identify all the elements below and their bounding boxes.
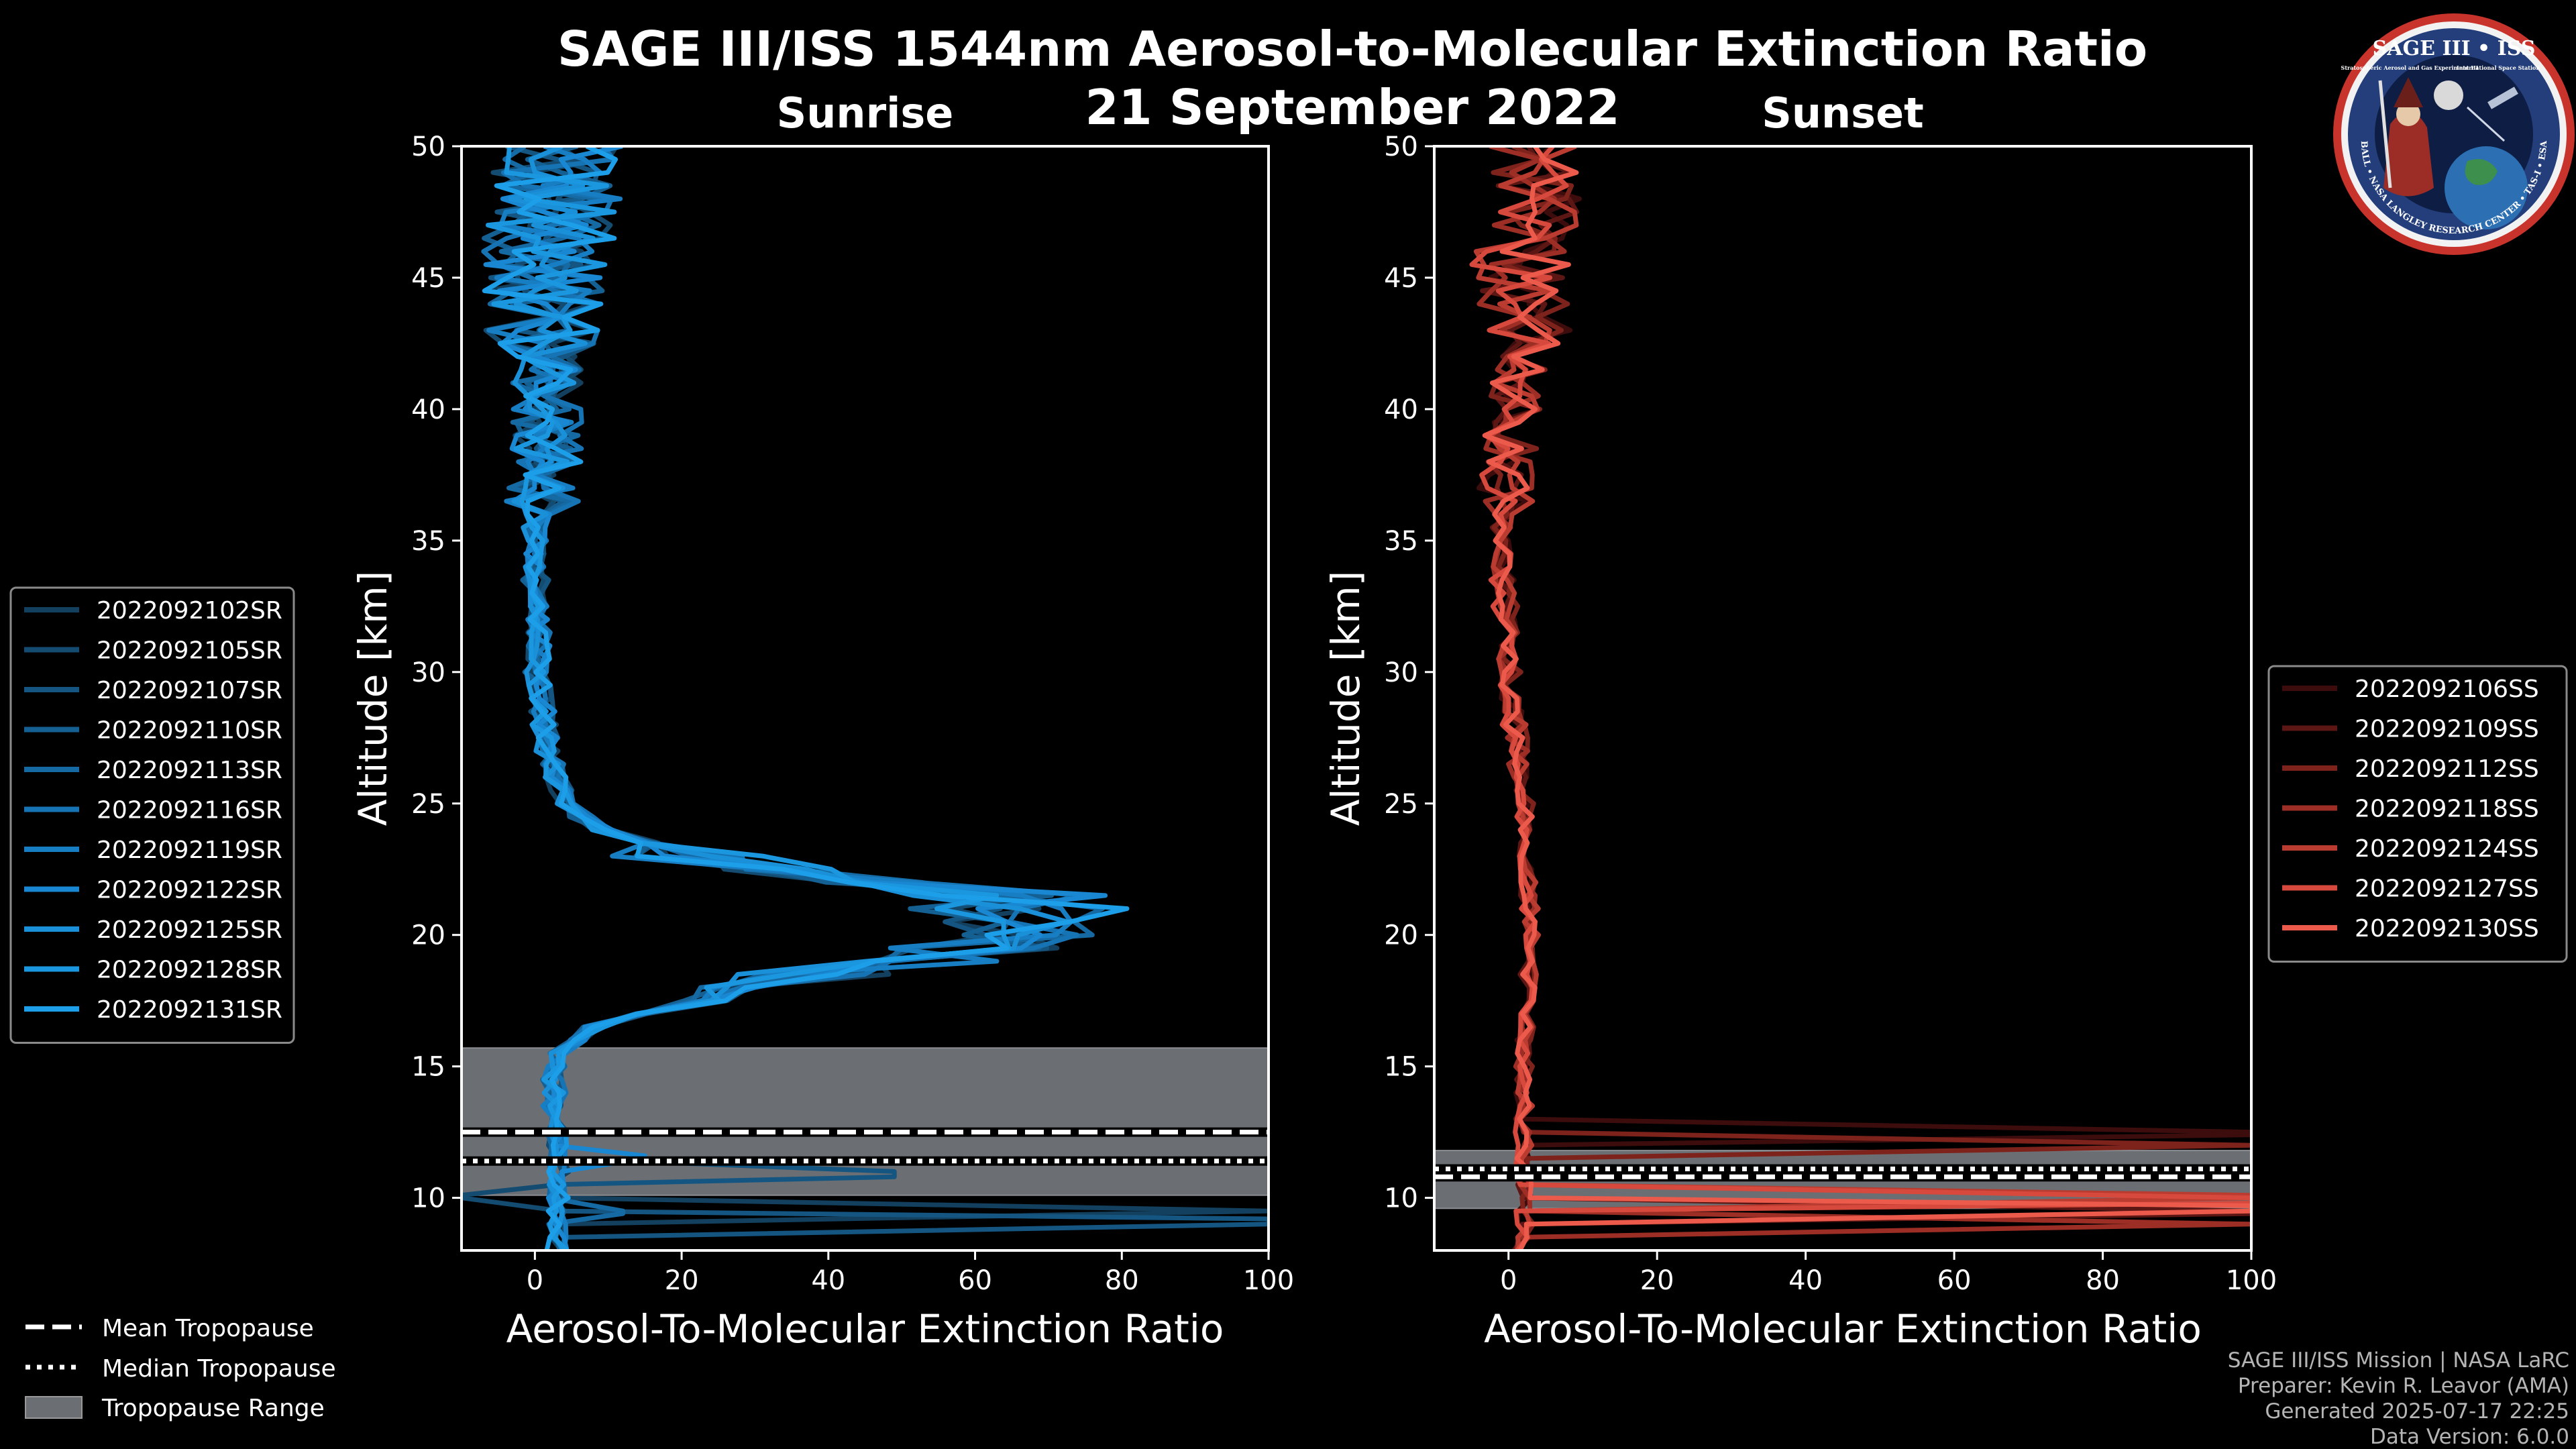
sunset-legend: 2022092106SS 2022092109SS 2022092112SS 2022… <box>2267 665 2568 963</box>
plot-area <box>1434 146 2251 1250</box>
logo-continent <box>2465 159 2498 185</box>
x-axis-label: Aerosol-To-Molecular Extinction Ratio <box>506 1306 1224 1352</box>
x-tick-label: 20 <box>1640 1265 1674 1296</box>
footer-generated: Generated 2025-07-17 22:25 <box>2265 1399 2569 1424</box>
median-tropopause-label: Median Tropopause <box>102 1355 336 1383</box>
tropopause-range-band <box>462 1047 1269 1196</box>
y-tick-label: 10 <box>1384 1183 1418 1214</box>
logo-wizard-hat <box>2394 77 2423 107</box>
x-tick-label: 100 <box>2226 1265 2277 1296</box>
legend-label-2022092109SS: 2022092109SS <box>2355 716 2539 743</box>
footer-preparer: Preparer: Kevin R. Leavor (AMA) <box>2238 1374 2569 1398</box>
legend-label-2022092124SS: 2022092124SS <box>2355 835 2539 863</box>
x-tick-label: 80 <box>2086 1265 2120 1296</box>
legend-box <box>2267 665 2568 963</box>
sunset-panel: 0 20 40 60 80 100 10 15 20 25 30 35 40 45 50 Sunset Aero… <box>1323 89 2277 1352</box>
legend-label-2022092116SR: 2022092116SR <box>97 797 282 824</box>
legend-label-2022092125SR: 2022092125SR <box>97 916 282 944</box>
y-tick-label: 25 <box>1384 789 1418 820</box>
series-line-2022092131SR <box>482 146 1130 1250</box>
x-tick-label: 0 <box>527 1265 543 1296</box>
legend-label-2022092107SR: 2022092107SR <box>97 677 282 704</box>
logo-moon <box>2434 80 2463 110</box>
series-line-2022092130SS <box>1482 146 2251 1250</box>
legend-label-2022092106SS: 2022092106SS <box>2355 676 2539 703</box>
y-tick-label: 40 <box>411 394 445 425</box>
legend-label-2022092127SS: 2022092127SS <box>2355 875 2539 903</box>
x-tick-label: 60 <box>1937 1265 1972 1296</box>
plot-frame <box>1433 145 2253 1252</box>
logo-iss <box>2487 87 2518 109</box>
tropopause-legend: Mean Tropopause Median Tropopause Tropop… <box>25 1315 336 1422</box>
x-tick-label: 80 <box>1105 1265 1139 1296</box>
legend-label-2022092113SR: 2022092113SR <box>97 757 282 784</box>
plot-content <box>462 146 1269 1250</box>
y-tick-label: 20 <box>411 920 445 951</box>
legend-label-2022092118SS: 2022092118SS <box>2355 796 2539 823</box>
legend-label-2022092122SR: 2022092122SR <box>97 877 282 904</box>
y-axis-label: Altitude [km] <box>1323 571 1368 826</box>
y-tick-label: 25 <box>411 789 445 820</box>
y-tick-label: 45 <box>1384 263 1418 294</box>
x-tick-label: 40 <box>1788 1265 1823 1296</box>
x-tick-label: 0 <box>1500 1265 1517 1296</box>
tropopause-range-label: Tropopause Range <box>101 1395 325 1422</box>
chart-title: SAGE III/ISS 1544nm Aerosol-to-Molecular… <box>557 21 2147 77</box>
x-tick-label: 20 <box>665 1265 699 1296</box>
legend-label-2022092119SR: 2022092119SR <box>97 837 282 864</box>
logo-beam <box>2466 106 2506 142</box>
y-tick-label: 30 <box>411 657 445 688</box>
y-tick-label: 15 <box>1384 1052 1418 1083</box>
y-tick-label: 35 <box>411 526 445 557</box>
legend-label-2022092112SS: 2022092112SS <box>2355 755 2539 783</box>
logo-title: SAGE III • ISS <box>2373 37 2536 60</box>
tropopause-range-swatch <box>25 1396 83 1419</box>
y-tick-label: 15 <box>411 1052 445 1083</box>
legend-label-2022092130SS: 2022092130SS <box>2355 915 2539 943</box>
footer-mission: SAGE III/ISS Mission | NASA LaRC <box>2228 1348 2569 1373</box>
sunrise-legend: 2022092102SR 2022092105SR 2022092107SR 2022… <box>9 586 295 1044</box>
y-tick-label: 50 <box>1384 131 1418 162</box>
logo-wizard-face <box>2396 102 2420 126</box>
panel-title: Sunrise <box>777 89 954 138</box>
y-tick-label: 50 <box>411 131 445 162</box>
legend-box <box>9 586 295 1044</box>
y-tick-label: 10 <box>411 1183 445 1214</box>
logo-sub-right: International Space Station <box>2457 64 2540 71</box>
x-tick-label: 100 <box>1243 1265 1294 1296</box>
legend-label-2022092105SR: 2022092105SR <box>97 637 282 665</box>
sage-iii-iss-logo: SAGE III • ISS Stratospheric Aerosol and… <box>2333 13 2575 255</box>
logo-staff <box>2378 80 2392 189</box>
chart-date: 21 September 2022 <box>1085 79 1619 136</box>
sunrise-panel: 0 20 40 60 80 100 10 15 20 25 30 35 40 45 50 Sunrise Aer… <box>350 89 1294 1352</box>
plot-content <box>1434 146 2251 1250</box>
y-axis-label: Altitude [km] <box>350 571 396 826</box>
panel-title: Sunset <box>1762 89 1924 138</box>
x-tick-label: 40 <box>811 1265 845 1296</box>
series-line-2022092127SS <box>1469 146 2251 1250</box>
y-tick-label: 40 <box>1384 394 1418 425</box>
x-axis-label: Aerosol-To-Molecular Extinction Ratio <box>1484 1306 2202 1352</box>
y-tick-label: 30 <box>1384 657 1418 688</box>
legend-label-2022092128SR: 2022092128SR <box>97 957 282 984</box>
legend-label-2022092131SR: 2022092131SR <box>97 996 282 1024</box>
y-tick-label: 45 <box>411 263 445 294</box>
footer: SAGE III/ISS Mission | NASA LaRC Prepare… <box>2228 1348 2569 1449</box>
legend-label-2022092102SR: 2022092102SR <box>97 597 282 625</box>
plot-frame <box>460 145 1270 1252</box>
y-tick-label: 35 <box>1384 526 1418 557</box>
logo-wizard-robe <box>2383 111 2434 197</box>
y-tick-label: 20 <box>1384 920 1418 951</box>
legend-label-2022092110SR: 2022092110SR <box>97 717 282 745</box>
footer-data-version: Data Version: 6.0.0 <box>2370 1425 2569 1449</box>
mean-tropopause-label: Mean Tropopause <box>102 1315 314 1342</box>
logo-sub-left: Stratospheric Aerosol and Gas Experiment… <box>2341 64 2479 71</box>
logo-earth <box>2445 146 2528 229</box>
x-tick-label: 60 <box>958 1265 992 1296</box>
